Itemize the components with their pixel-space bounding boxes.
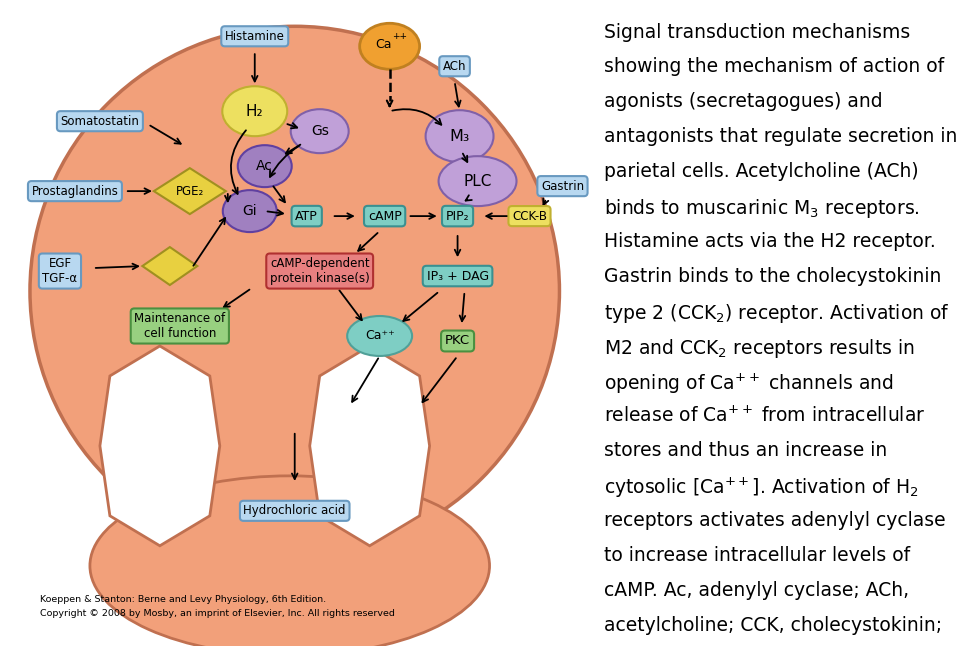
Text: PLC: PLC	[464, 174, 492, 189]
Ellipse shape	[90, 476, 490, 646]
Text: cAMP-dependent
protein kinase(s): cAMP-dependent protein kinase(s)	[270, 257, 370, 285]
Text: receptors activates adenylyl cyclase: receptors activates adenylyl cyclase	[604, 511, 946, 530]
Text: ATP: ATP	[296, 209, 318, 223]
Ellipse shape	[439, 156, 516, 206]
Text: PIP₂: PIP₂	[445, 209, 469, 223]
Text: cytosolic [Ca$^{++}$]. Activation of H$_2$: cytosolic [Ca$^{++}$]. Activation of H$_…	[604, 476, 919, 500]
Polygon shape	[142, 247, 198, 285]
Text: Maintenance of
cell function: Maintenance of cell function	[134, 312, 226, 340]
Text: Signal transduction mechanisms: Signal transduction mechanisms	[604, 23, 910, 41]
Text: Copyright © 2008 by Mosby, an imprint of Elsevier, Inc. All rights reserved: Copyright © 2008 by Mosby, an imprint of…	[40, 609, 395, 618]
Text: cAMP: cAMP	[368, 209, 401, 223]
Text: Ac: Ac	[256, 159, 274, 173]
Ellipse shape	[425, 110, 493, 162]
Text: H₂: H₂	[246, 104, 264, 119]
Text: EGF
TGF-α: EGF TGF-α	[42, 257, 78, 285]
Text: PGE₂: PGE₂	[176, 185, 204, 198]
Text: to increase intracellular levels of: to increase intracellular levels of	[604, 546, 910, 565]
Text: PKC: PKC	[445, 335, 470, 348]
Text: showing the mechanism of action of: showing the mechanism of action of	[604, 57, 945, 76]
Text: Gastrin: Gastrin	[540, 180, 584, 193]
Text: CCK-B: CCK-B	[512, 209, 547, 223]
Polygon shape	[154, 168, 226, 214]
Text: ACh: ACh	[443, 59, 467, 73]
Text: Gastrin binds to the cholecystokinin: Gastrin binds to the cholecystokinin	[604, 267, 942, 286]
Text: Gi: Gi	[243, 204, 257, 218]
Text: ++: ++	[392, 32, 407, 41]
Ellipse shape	[238, 145, 292, 187]
Text: M₃: M₃	[449, 129, 469, 143]
Text: IP₃ + DAG: IP₃ + DAG	[426, 269, 489, 282]
Text: agonists (secretagogues) and: agonists (secretagogues) and	[604, 92, 883, 111]
Text: Histamine acts via the H2 receptor.: Histamine acts via the H2 receptor.	[604, 232, 936, 251]
Text: acetylcholine; CCK, cholecystokinin;: acetylcholine; CCK, cholecystokinin;	[604, 616, 943, 634]
Text: Gs: Gs	[311, 124, 328, 138]
Text: release of Ca$^{++}$ from intracellular: release of Ca$^{++}$ from intracellular	[604, 406, 925, 426]
Polygon shape	[310, 346, 429, 546]
Polygon shape	[100, 346, 220, 546]
Text: Histamine: Histamine	[225, 30, 285, 43]
Text: binds to muscarinic M$_3$ receptors.: binds to muscarinic M$_3$ receptors.	[604, 197, 920, 220]
Text: opening of Ca$^{++}$ channels and: opening of Ca$^{++}$ channels and	[604, 371, 894, 395]
Text: antagonists that regulate secretion in: antagonists that regulate secretion in	[604, 127, 958, 146]
Ellipse shape	[223, 190, 276, 232]
Text: Prostaglandins: Prostaglandins	[32, 185, 118, 198]
Text: Ca: Ca	[375, 37, 392, 51]
Text: parietal cells. Acetylcholine (ACh): parietal cells. Acetylcholine (ACh)	[604, 162, 919, 181]
Ellipse shape	[348, 316, 412, 356]
Ellipse shape	[291, 109, 348, 153]
Text: Ca⁺⁺: Ca⁺⁺	[365, 329, 395, 342]
Text: M2 and CCK$_2$ receptors results in: M2 and CCK$_2$ receptors results in	[604, 337, 915, 360]
Ellipse shape	[360, 23, 420, 69]
Text: Koeppen & Stanton: Berne and Levy Physiology, 6th Edition.: Koeppen & Stanton: Berne and Levy Physio…	[40, 595, 326, 604]
Text: stores and thus an increase in: stores and thus an increase in	[604, 441, 887, 460]
Text: Hydrochloric acid: Hydrochloric acid	[244, 505, 346, 517]
Ellipse shape	[30, 26, 560, 556]
Text: Somatostatin: Somatostatin	[60, 115, 139, 128]
Ellipse shape	[223, 86, 287, 136]
Text: type 2 (CCK$_2$) receptor. Activation of: type 2 (CCK$_2$) receptor. Activation of	[604, 302, 950, 325]
Text: cAMP. Ac, adenylyl cyclase; ACh,: cAMP. Ac, adenylyl cyclase; ACh,	[604, 581, 909, 599]
